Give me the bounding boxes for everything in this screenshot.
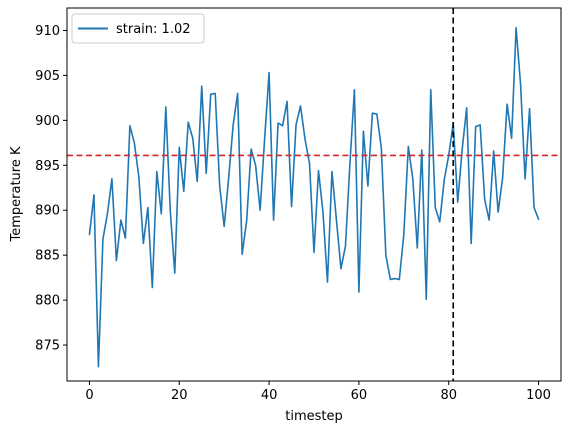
y-tick-label: 900	[35, 114, 60, 129]
x-tick-label: 0	[85, 388, 93, 403]
x-axis-label: timestep	[285, 409, 343, 424]
x-tick-label: 20	[171, 388, 188, 403]
y-tick-label: 875	[35, 339, 60, 354]
x-axis: 0 20 40 60 80 100	[85, 381, 551, 403]
legend-label: strain: 1.02	[116, 22, 191, 37]
y-tick-label: 910	[35, 24, 60, 39]
y-tick-label: 895	[35, 159, 60, 174]
y-tick-label: 890	[35, 204, 60, 219]
y-tick-label: 880	[35, 294, 60, 309]
x-tick-label: 60	[351, 388, 368, 403]
y-tick-label: 885	[35, 249, 60, 264]
y-tick-label: 905	[35, 69, 60, 84]
y-axis: 875 880 885 890 895 900 905 910	[35, 24, 67, 354]
plot-area	[67, 8, 561, 381]
x-tick-label: 100	[526, 388, 551, 403]
series-line-0	[88, 26, 540, 368]
x-tick-label: 40	[261, 388, 278, 403]
x-tick-label: 80	[440, 388, 457, 403]
legend-box	[71, 13, 205, 44]
legend: strain: 1.02	[71, 13, 205, 44]
axes-frame	[66, 7, 562, 382]
y-axis-label: Temperature K	[9, 146, 24, 242]
